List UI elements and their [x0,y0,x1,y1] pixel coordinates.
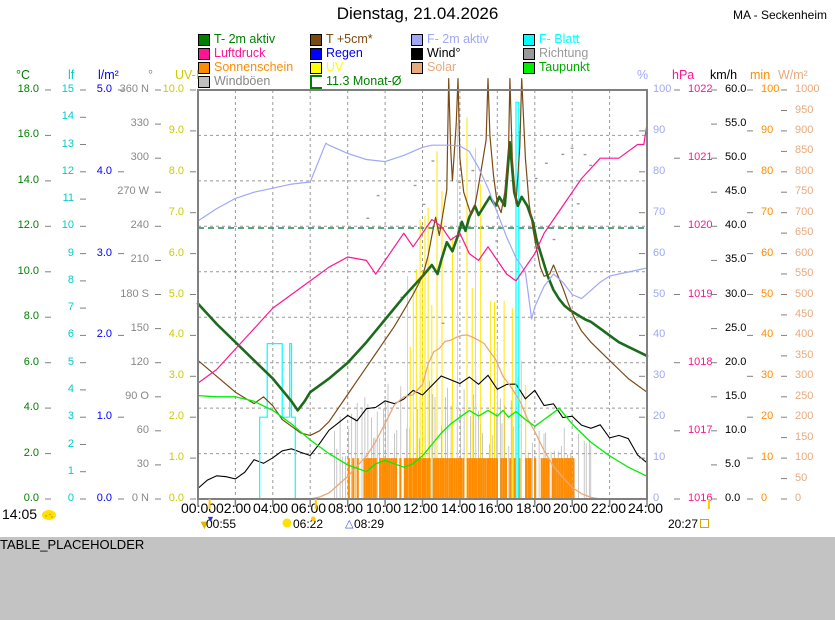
svg-text:▼: ▼ [206,514,215,524]
svg-text:●: ● [310,513,317,525]
